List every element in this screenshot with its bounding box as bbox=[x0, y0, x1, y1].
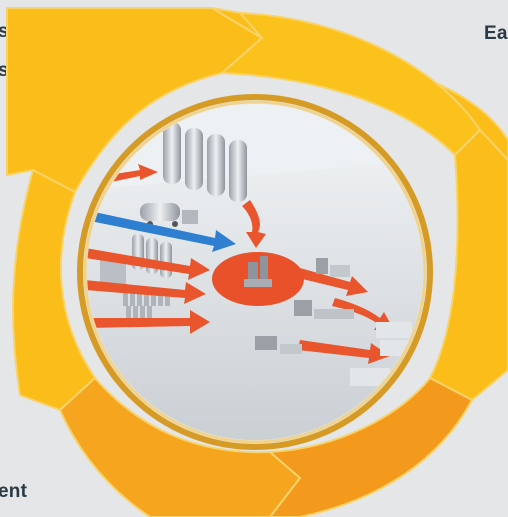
central-machine bbox=[244, 256, 272, 287]
ring-segment-right bbox=[428, 128, 508, 402]
label-top-left-2: s bbox=[0, 60, 9, 81]
tanker-truck bbox=[140, 203, 198, 227]
flow-arrows bbox=[87, 164, 394, 364]
label-top-right: Ea bbox=[484, 23, 508, 44]
inner-ring-border bbox=[77, 94, 433, 450]
cycle-ring bbox=[6, 7, 508, 517]
ring-segment-bottom-right bbox=[267, 376, 474, 517]
bottle-cluster bbox=[123, 292, 170, 318]
label-top-left-1: s bbox=[0, 21, 9, 42]
label-bottom-left: ent bbox=[0, 481, 28, 502]
process-illustration bbox=[87, 104, 423, 440]
